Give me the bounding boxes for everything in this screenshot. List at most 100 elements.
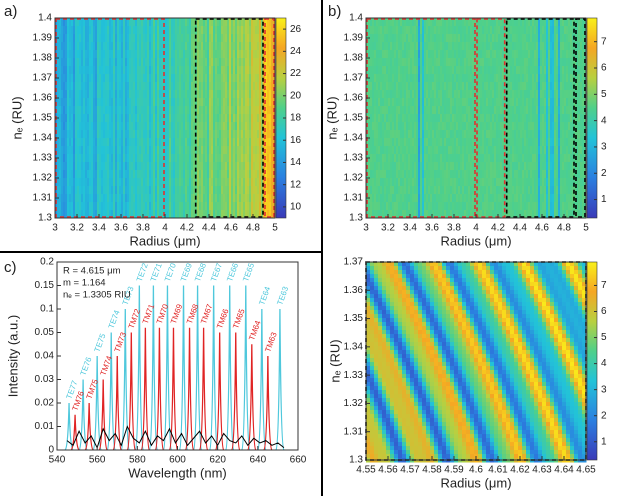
heatmap-cell [428, 82, 431, 91]
heatmap-cell [536, 154, 539, 163]
heatmap-cell [185, 98, 188, 107]
heatmap-cell [472, 58, 475, 67]
heatmap-cell [267, 138, 270, 147]
heatmap-cell [223, 130, 226, 139]
heatmap-cell [121, 106, 124, 115]
heatmap-cell [111, 138, 114, 147]
heatmap-cell [534, 98, 537, 107]
heatmap-cell [438, 202, 441, 211]
heatmap-cell [249, 178, 252, 187]
heatmap-cell [173, 98, 176, 107]
heatmap-cell [255, 202, 258, 211]
heatmap-cell [79, 34, 82, 43]
heatmap-cell [380, 194, 383, 203]
heatmap-cell [129, 82, 132, 91]
heatmap-cell [404, 210, 407, 219]
heatmap-cell [406, 202, 409, 211]
heatmap-cell [376, 170, 379, 179]
heatmap-cell [165, 26, 168, 35]
heatmap-cell [388, 122, 391, 131]
heatmap-cell [255, 138, 258, 147]
heatmap-cell [420, 194, 423, 203]
heatmap-cell [185, 34, 188, 43]
heatmap-cell [530, 162, 533, 171]
heatmap-cell [163, 66, 166, 75]
heatmap-cell [177, 210, 180, 219]
heatmap-cell [460, 98, 463, 107]
heatmap-cell [422, 74, 425, 83]
heatmap-cell [89, 90, 92, 99]
heatmap-cell [444, 82, 447, 91]
heatmap-cell [117, 186, 120, 195]
heatmap-cell [91, 122, 94, 131]
heatmap-cell [171, 82, 174, 91]
heatmap-cell [113, 138, 116, 147]
heatmap-cell [259, 178, 262, 187]
heatmap-cell [149, 162, 152, 171]
heatmap-cell [237, 122, 240, 131]
heatmap-cell [247, 34, 250, 43]
heatmap-cell [65, 106, 68, 115]
heatmap-cell [261, 202, 264, 211]
heatmap-cell [83, 202, 86, 211]
heatmap-cell [478, 146, 481, 155]
heatmap-cell [261, 146, 264, 155]
heatmap-cell [412, 130, 415, 139]
heatmap-cell [514, 34, 517, 43]
heatmap-cell [209, 98, 212, 107]
heatmap-cell [77, 130, 80, 139]
heatmap-cell [448, 106, 451, 115]
heatmap-cell [245, 82, 248, 91]
heatmap-cell [117, 66, 120, 75]
heatmap-cell [255, 98, 258, 107]
heatmap-cell [450, 74, 453, 83]
heatmap-cell [159, 114, 162, 123]
heatmap-cell [444, 58, 447, 67]
heatmap-cell [510, 210, 513, 219]
heatmap-cell [161, 178, 164, 187]
heatmap-cell [105, 154, 108, 163]
heatmap-cell [227, 106, 230, 115]
heatmap-cell [71, 146, 74, 155]
heatmap-cell [255, 90, 258, 99]
heatmap-cell [454, 210, 457, 219]
heatmap-cell [265, 90, 268, 99]
heatmap-cell [105, 66, 108, 75]
heatmap-cell [370, 162, 373, 171]
heatmap-cell [189, 154, 192, 163]
heatmap-cell [400, 106, 403, 115]
heatmap-cell [225, 210, 228, 219]
heatmap-cell [59, 154, 62, 163]
heatmap-cell [472, 98, 475, 107]
heatmap-cell [432, 154, 435, 163]
heatmap-cell [225, 50, 228, 59]
heatmap-cell [215, 58, 218, 67]
heatmap-cell [422, 18, 425, 27]
heatmap-cell [462, 106, 465, 115]
heatmap-cell [173, 18, 176, 27]
heatmap-cell [432, 210, 435, 219]
heatmap-cell [380, 154, 383, 163]
heatmap-cell [87, 50, 90, 59]
heatmap-cell [157, 202, 160, 211]
heatmap-cell [199, 138, 202, 147]
heatmap-cell [530, 50, 533, 59]
heatmap-cell [376, 178, 379, 187]
heatmap-cell [436, 162, 439, 171]
heatmap-cell [157, 106, 160, 115]
heatmap-cell [75, 90, 78, 99]
heatmap-cell [221, 162, 224, 171]
heatmap-cell [109, 146, 112, 155]
heatmap-cell [448, 98, 451, 107]
heatmap-cell [498, 34, 501, 43]
heatmap-cell [478, 90, 481, 99]
heatmap-cell [237, 154, 240, 163]
heatmap-cell [203, 66, 206, 75]
heatmap-cell [133, 26, 136, 35]
heatmap-cell [229, 178, 232, 187]
heatmap-cell [255, 146, 258, 155]
heatmap-cell [225, 114, 228, 123]
heatmap-cell [221, 42, 224, 51]
heatmap-cell [79, 194, 82, 203]
heatmap-cell [416, 122, 419, 131]
